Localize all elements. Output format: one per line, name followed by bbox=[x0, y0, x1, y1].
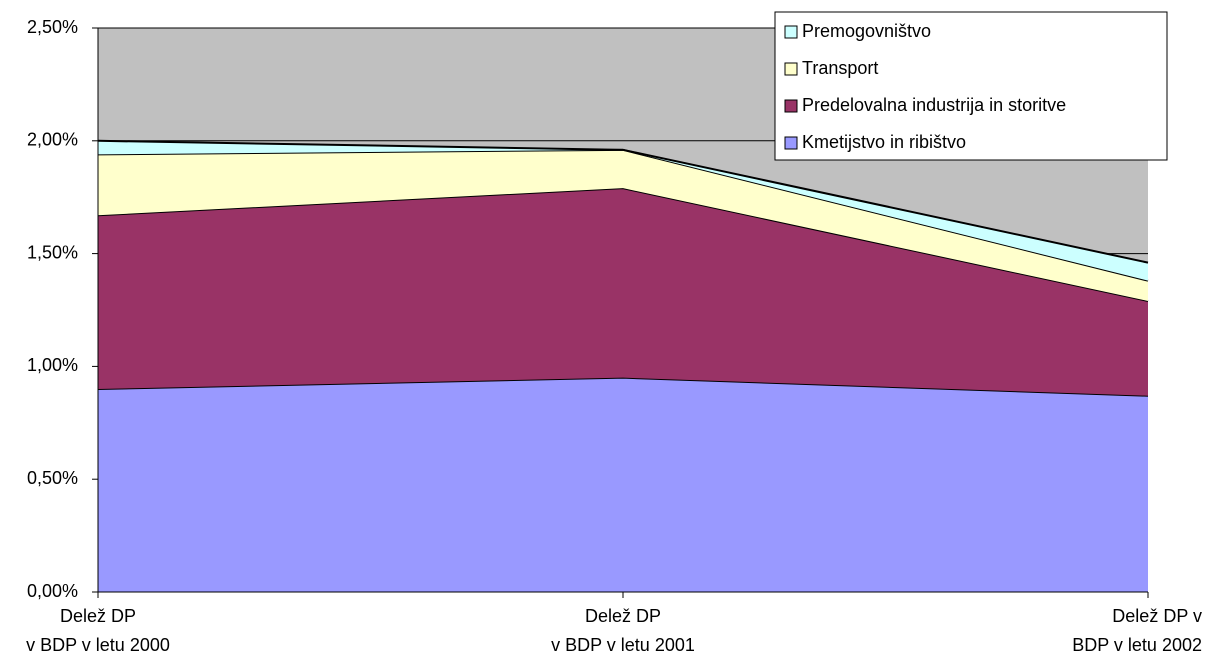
legend-swatch bbox=[784, 136, 798, 150]
area bbox=[98, 188, 1148, 396]
x-tick-label: BDP v letu 2002 bbox=[1072, 635, 1202, 655]
area-edge bbox=[97, 139, 1149, 264]
y-tick-label: 2,50% bbox=[27, 17, 78, 37]
legend-swatch bbox=[784, 99, 798, 113]
legend-label: Kmetijstvo in ribištvo bbox=[802, 132, 966, 152]
area bbox=[98, 377, 1148, 592]
legend-label: Predelovalna industrija in storitve bbox=[802, 95, 1066, 115]
legend-swatch bbox=[784, 25, 798, 39]
y-tick-label: 1,00% bbox=[27, 355, 78, 375]
legend-swatch bbox=[784, 62, 798, 76]
legend-label: Premogovništvo bbox=[802, 21, 931, 41]
x-tick-label: Delež DP bbox=[60, 606, 136, 626]
legend bbox=[774, 11, 1168, 161]
y-tick-label: 1,50% bbox=[27, 242, 78, 262]
y-tick-label: 0,50% bbox=[27, 468, 78, 488]
x-tick-label: Delež DP v bbox=[1112, 606, 1202, 626]
y-tick-label: 2,00% bbox=[27, 130, 78, 150]
x-tick-label: Delež DP bbox=[585, 606, 661, 626]
legend-label: Transport bbox=[802, 58, 878, 78]
x-tick-label: v BDP v letu 2000 bbox=[26, 635, 170, 655]
x-tick-label: v BDP v letu 2001 bbox=[551, 635, 695, 655]
y-tick-label: 0,00% bbox=[27, 581, 78, 601]
area bbox=[98, 149, 1148, 301]
